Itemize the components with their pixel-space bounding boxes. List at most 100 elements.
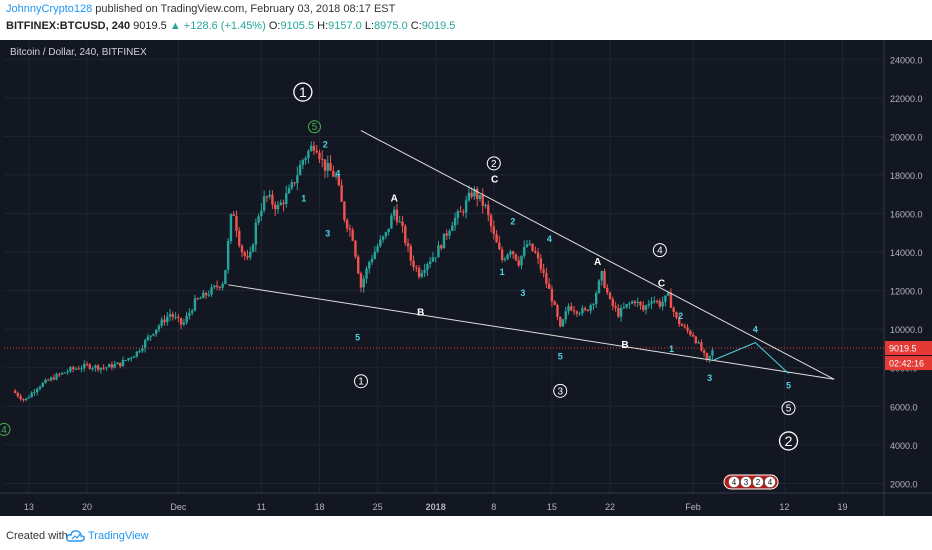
candle-body <box>708 355 711 360</box>
subwave-label: 1 <box>500 267 505 277</box>
wave-circle <box>781 401 796 416</box>
candle-body <box>262 196 266 211</box>
y-tick-label: 20000.0 <box>890 132 923 142</box>
candle-body <box>611 298 615 306</box>
candle-body <box>99 367 103 370</box>
tradingview-brand[interactable]: TradingView <box>88 530 149 542</box>
candle-body <box>617 307 620 317</box>
candle-body <box>124 360 127 362</box>
candle-body <box>77 368 80 370</box>
y-tick-label: 14000.0 <box>890 248 923 258</box>
candle-body <box>16 393 20 397</box>
candle-body <box>683 326 686 328</box>
low-value: 8975.0 <box>374 20 408 32</box>
author-link[interactable]: JohnnyCrypto128 <box>6 3 93 15</box>
candle-body <box>296 175 299 184</box>
countdown-box <box>885 356 932 371</box>
candle-body <box>226 241 230 270</box>
y-tick-label: 12000.0 <box>890 287 923 297</box>
candle-body <box>442 233 446 249</box>
wave-label: 1 <box>358 377 364 388</box>
candle-body <box>503 259 507 261</box>
correction-label: A <box>594 257 601 268</box>
x-tick-label: 13 <box>24 502 34 512</box>
candle-body <box>417 267 421 277</box>
candle-body <box>88 364 91 369</box>
candle-body <box>301 159 305 165</box>
wave-circle <box>293 82 313 102</box>
candle-body <box>373 251 377 259</box>
candle-body <box>143 340 147 349</box>
candle-body <box>464 200 468 213</box>
candle-body <box>168 314 172 317</box>
candle-body <box>166 316 169 323</box>
candle-body <box>642 305 645 310</box>
candle-body <box>476 188 479 199</box>
candle-body <box>619 307 623 317</box>
candle-body <box>221 284 224 288</box>
candle-body <box>509 251 512 255</box>
subwave-label: 4 <box>547 234 552 244</box>
candle-body <box>592 304 595 306</box>
candle-body <box>238 230 241 246</box>
candle-body <box>246 255 249 258</box>
candle-body <box>66 371 69 373</box>
tradingview-cloud-icon <box>66 530 85 542</box>
candle-body <box>553 301 556 305</box>
candle-body <box>351 229 354 241</box>
candle-body <box>398 221 401 223</box>
candle-body <box>431 257 435 262</box>
candle-body <box>315 150 318 153</box>
wave-circle <box>553 383 568 398</box>
y-tick-label: 2000.0 <box>890 479 918 489</box>
high-label: H: <box>317 20 329 32</box>
candle-body <box>22 399 25 401</box>
candle-body <box>155 329 158 334</box>
candle-body <box>500 249 504 261</box>
candle-body <box>251 244 255 252</box>
candle-body <box>650 301 653 304</box>
candle-body <box>141 348 144 352</box>
candle-body <box>547 283 551 289</box>
candle-body <box>672 307 675 313</box>
candle-body <box>426 263 429 270</box>
chart-panel[interactable]: 2000.04000.06000.08000.010000.012000.014… <box>0 40 932 516</box>
price-chart[interactable]: 2000.04000.06000.08000.010000.012000.014… <box>0 40 932 516</box>
candle-body <box>420 273 424 277</box>
candle-body <box>36 388 39 393</box>
candle-body <box>271 194 274 205</box>
open-label: O: <box>268 20 281 32</box>
candle-body <box>559 316 562 327</box>
candle-body <box>525 244 529 247</box>
candle-body <box>434 257 437 259</box>
candle-body <box>33 392 36 394</box>
candle-body <box>229 214 233 242</box>
candle-body <box>697 342 700 344</box>
candle-body <box>384 232 388 237</box>
candle-body <box>318 152 321 160</box>
last-price: 9019.5 <box>133 20 167 32</box>
candle-body <box>392 209 396 216</box>
candle-body <box>193 298 197 311</box>
wave-circle <box>652 243 667 258</box>
candle-body <box>323 159 327 171</box>
wave-circle-green <box>307 120 321 134</box>
candle-body <box>177 316 180 319</box>
x-tick-label: 2018 <box>426 502 446 512</box>
candle-body <box>636 301 639 304</box>
candle-body <box>210 287 213 295</box>
candle-body <box>55 374 58 380</box>
candle-body <box>354 240 357 257</box>
candle-body <box>307 150 310 159</box>
x-tick-label: 11 <box>257 502 266 512</box>
subwave-label: 3 <box>325 228 330 238</box>
candle-body <box>157 325 161 330</box>
candle-body <box>329 163 332 171</box>
candle-body <box>265 196 269 198</box>
candle-body <box>625 304 628 308</box>
candle-body <box>575 311 579 314</box>
subwave-label: 5 <box>355 332 360 342</box>
candle-body <box>370 258 374 263</box>
candle-body <box>113 364 116 368</box>
candle-body <box>412 260 415 268</box>
